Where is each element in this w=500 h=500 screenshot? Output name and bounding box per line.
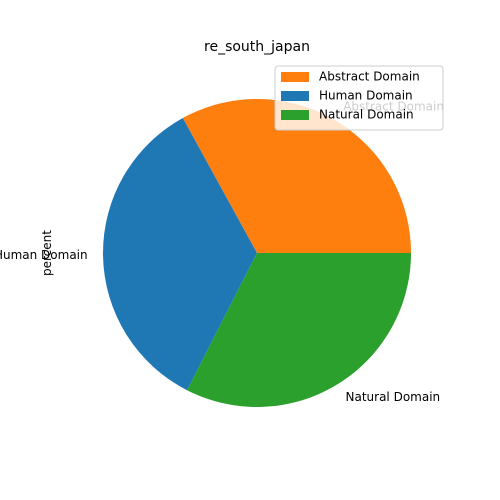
slice-human-domain [103,118,258,391]
legend-swatch-natural-domain [281,110,309,120]
slice-label-natural-domain: Natural Domain [346,390,441,404]
chart-title: re_south_japan [204,39,310,55]
legend-label-human-domain: Human Domain [319,89,413,103]
slice-natural-domain [187,253,411,407]
legend-frame [274,65,444,131]
legend-swatch-abstract-domain [281,72,309,82]
legend-label-abstract-domain: Abstract Domain [319,70,420,84]
slice-abstract-domain [182,99,411,253]
pie-slices [103,99,411,407]
legend-label-natural-domain: Natural Domain [319,108,414,122]
legend: Abstract Domain Human Domain Natural Domai… [274,65,444,131]
slice-label-human-domain: Human Domain [0,248,88,262]
y-axis-label: percent [40,230,54,276]
legend-swatch-human-domain [281,91,309,101]
